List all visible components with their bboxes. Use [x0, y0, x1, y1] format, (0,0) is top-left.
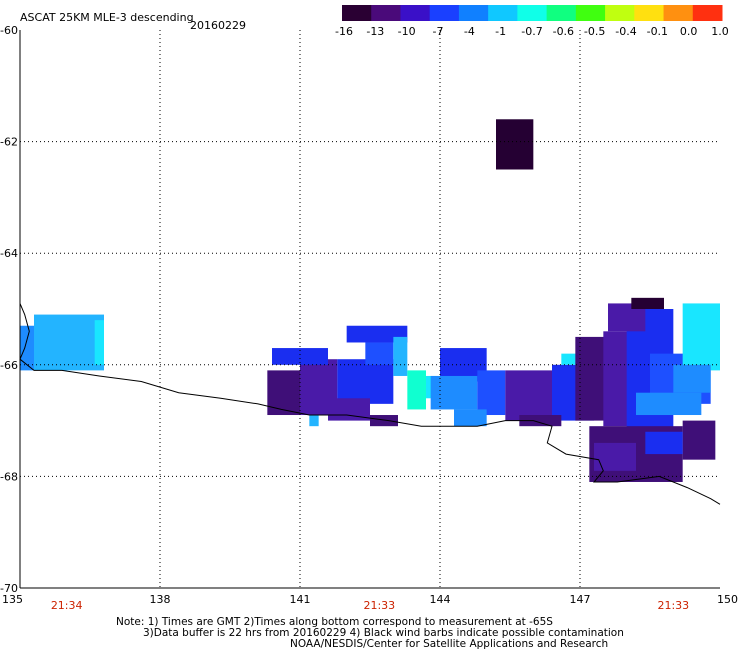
- colorbar-label-10: -0.1: [647, 25, 668, 38]
- colorbar-label-12: 1.0: [711, 25, 729, 38]
- chart-title: ASCAT 25KM MLE-3 descending: [20, 11, 194, 24]
- colorbar-label-9: -0.4: [615, 25, 636, 38]
- colorbar-swatch-7: [546, 5, 577, 21]
- chart-date: 20160229: [190, 19, 246, 32]
- data-cell-31: [631, 297, 664, 309]
- grid-lines: [20, 30, 720, 588]
- data-cell-17: [430, 375, 478, 410]
- data-cell-3: [94, 320, 104, 365]
- time-labels: 21:34 21:33 21:33: [51, 599, 689, 612]
- colorbar-label-5: -1: [495, 25, 506, 38]
- y-tick-labels: -60 -62 -64 -66 -68 -70: [0, 24, 18, 595]
- colorbar-labels: -16 -13 -10 -7 -4 -1 -0.7 -0.6 -0.5 -0.4 -0.1 0.0 1.…: [335, 25, 729, 38]
- colorbar-swatch-6: [517, 5, 548, 21]
- data-cell-21: [561, 353, 585, 365]
- colorbar-swatch-10: [634, 5, 665, 21]
- data-cell-14: [407, 370, 426, 410]
- time-label-1: 21:33: [363, 599, 395, 612]
- x-tick-label-5: 150: [717, 593, 738, 606]
- data-cell-22: [454, 409, 487, 427]
- footer-note-1: Note: 1) Times are GMT 2)Times along bot…: [116, 616, 553, 628]
- y-tick-label-2: -64: [0, 247, 18, 260]
- colorbar-swatch-4: [458, 5, 489, 21]
- colorbar-swatch-0: [342, 5, 372, 21]
- coastline: [19, 303, 721, 505]
- x-tick-label-1: 138: [150, 593, 171, 606]
- data-cell-0: [496, 119, 534, 170]
- data-cell-18: [477, 370, 506, 416]
- data-cell-7: [337, 359, 394, 404]
- data-cell-11: [346, 325, 408, 343]
- y-tick-label-5: -70: [0, 582, 18, 595]
- colorbar: [342, 5, 723, 21]
- data-cell-6: [272, 348, 328, 365]
- data-cell-33: [682, 420, 716, 460]
- y-tick-label-3: -66: [0, 359, 18, 372]
- x-tick-label-3: 144: [430, 593, 451, 606]
- data-cell-19: [505, 370, 552, 421]
- colorbar-swatch-12: [692, 5, 723, 21]
- colorbar-swatch-8: [575, 5, 606, 21]
- colorbar-label-7: -0.6: [553, 25, 574, 38]
- colorbar-swatch-11: [663, 5, 694, 21]
- colorbar-swatch-3: [429, 5, 460, 21]
- colorbar-label-8: -0.5: [584, 25, 605, 38]
- footer-note-3: NOAA/NESDIS/Center for Satellite Applica…: [290, 638, 609, 650]
- data-cell-9: [370, 415, 398, 427]
- data-cell-4: [267, 370, 300, 416]
- data-cells: [20, 119, 720, 482]
- colorbar-label-4: -4: [464, 25, 475, 38]
- colorbar-label-11: 0.0: [680, 25, 698, 38]
- colorbar-label-0: -16: [335, 25, 353, 38]
- data-cell-2: [34, 314, 104, 371]
- colorbar-label-6: -0.7: [521, 25, 542, 38]
- colorbar-swatch-2: [400, 5, 431, 21]
- data-cell-10: [309, 415, 319, 427]
- y-tick-label-0: -60: [0, 24, 18, 37]
- colorbar-label-3: -7: [433, 25, 444, 38]
- y-tick-label-1: -62: [0, 136, 18, 149]
- colorbar-swatch-5: [488, 5, 518, 21]
- x-tick-labels: 135 138 141 144 147 150: [2, 593, 738, 606]
- footer-note-2: 3)Data buffer is 22 hrs from 20160229 4)…: [143, 627, 624, 639]
- y-tick-label-4: -68: [0, 470, 18, 483]
- data-cell-29: [673, 364, 711, 393]
- data-cell-34: [594, 442, 636, 471]
- data-cell-12: [365, 342, 394, 365]
- data-cell-13: [393, 336, 408, 376]
- plot-frame: [19, 30, 720, 589]
- time-label-0: 21:34: [51, 599, 83, 612]
- x-tick-label-4: 147: [570, 593, 591, 606]
- colorbar-swatch-1: [371, 5, 401, 21]
- data-cell-35: [645, 431, 683, 455]
- data-cell-36: [636, 392, 702, 416]
- data-cell-23: [519, 415, 562, 427]
- colorbar-label-1: -13: [366, 25, 384, 38]
- data-cell-28: [682, 303, 720, 371]
- x-tick-label-2: 141: [290, 593, 311, 606]
- colorbar-swatch-9: [605, 5, 635, 21]
- colorbar-label-2: -10: [398, 25, 416, 38]
- x-tick-label-0: 135: [2, 593, 23, 606]
- time-label-2: 21:33: [657, 599, 689, 612]
